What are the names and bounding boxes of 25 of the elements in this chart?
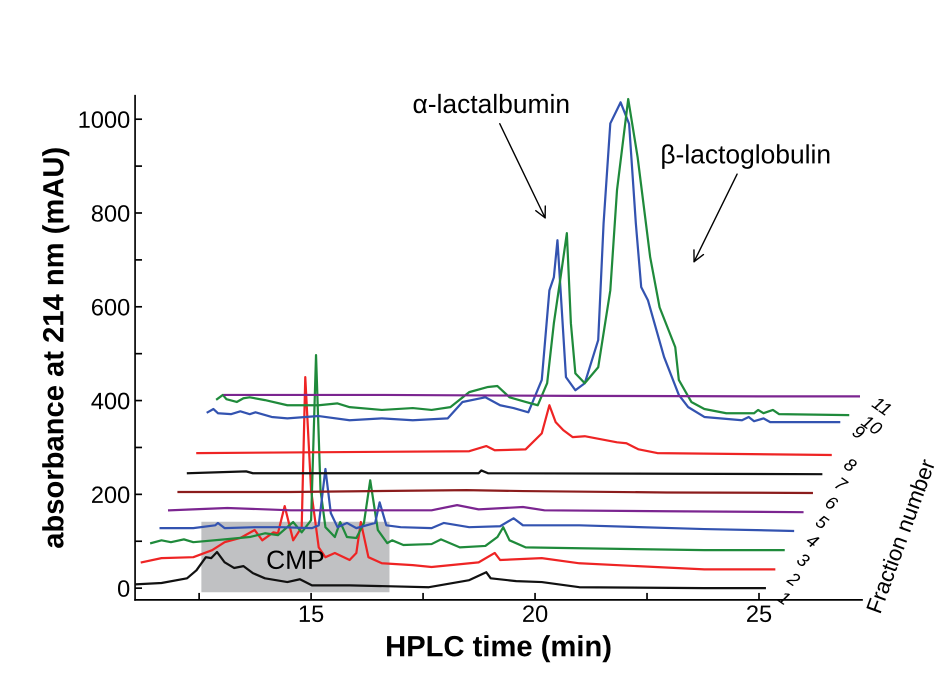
x-tick-label: 20 [523,605,548,622]
y-tick-label: 200 [92,486,130,504]
x-axis-title: HPLC time (min) [387,635,611,662]
line-series [135,550,766,590]
text: 8 [842,456,858,473]
text: 7 [834,477,849,492]
y-tick-label: 800 [92,205,130,222]
line-series [159,468,794,532]
y-axis-title: absorbance at 214 nm (mAU) [42,148,70,548]
x-tick-label: 25 [747,605,772,622]
text: 5 [814,514,830,530]
y-tick-label: 400 [91,392,130,410]
text: 6 [824,495,840,511]
text: 11 [871,396,892,416]
annotation: α-lactalbumin [414,94,568,114]
y-tick-label: 600 [92,298,130,316]
x-tick-label: 15 [300,606,324,622]
text: 4 [805,532,820,548]
y-tick-label: 1000 [79,111,130,128]
annotation: β-lactoglobulin [662,144,830,169]
line-series [168,504,804,514]
text: 3 [796,552,811,568]
band-label: CMP [267,550,324,570]
y-tick-label: 0 [118,580,130,597]
text: 2 [786,571,802,588]
